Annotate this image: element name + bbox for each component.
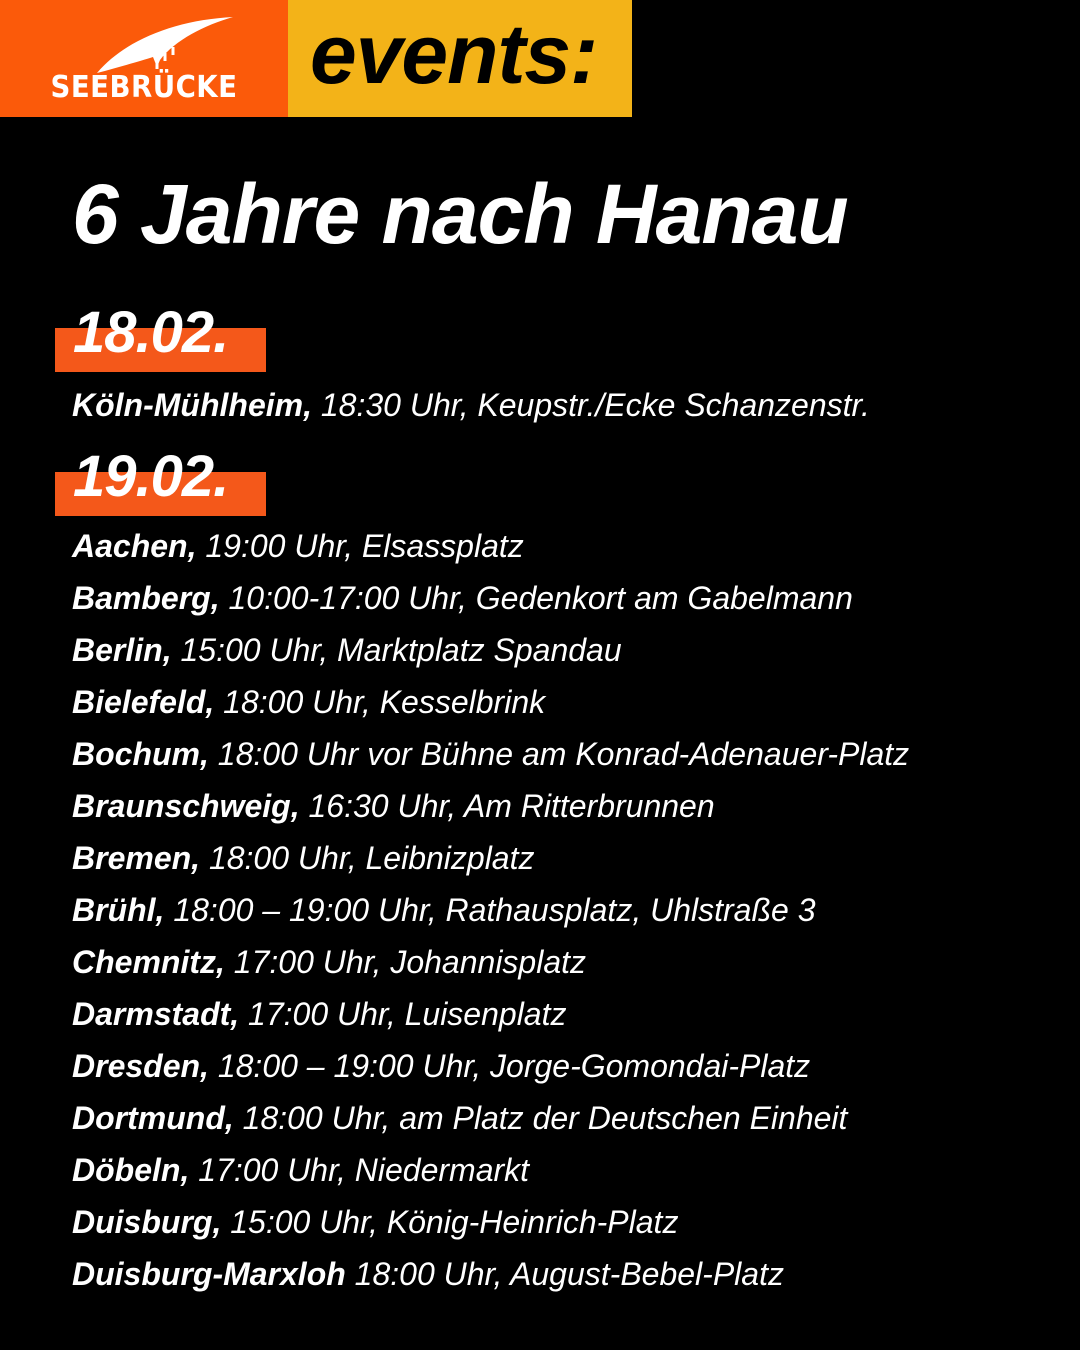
- date-badge-bar: [55, 472, 266, 516]
- event-details: 18:00 Uhr, Kesselbrink: [223, 684, 546, 720]
- event-city: Dortmund,: [72, 1100, 234, 1136]
- event-city: Duisburg,: [72, 1204, 222, 1240]
- event-city: Duisburg-Marxloh: [72, 1256, 346, 1292]
- event-line: Dresden, 18:00 – 19:00 Uhr, Jorge-Gomond…: [72, 1050, 810, 1082]
- event-details: 18:00 – 19:00 Uhr, Jorge-Gomondai-Platz: [217, 1048, 811, 1084]
- event-line: Bochum, 18:00 Uhr vor Bühne am Konrad-Ad…: [72, 738, 909, 770]
- date-badge-bar: [55, 328, 266, 372]
- event-details: 15:00 Uhr, König-Heinrich-Platz: [230, 1204, 679, 1240]
- event-details: 18:00 Uhr vor Bühne am Konrad-Adenauer-P…: [217, 736, 910, 772]
- event-details: 15:00 Uhr, Marktplatz Spandau: [180, 632, 622, 668]
- events-banner: events:: [288, 0, 632, 117]
- event-city: Dresden,: [72, 1048, 209, 1084]
- event-details: 18:00 Uhr, am Platz der Deutschen Einhei…: [242, 1100, 848, 1136]
- event-city: Braunschweig,: [72, 788, 300, 824]
- event-details: 17:00 Uhr, Johannisplatz: [233, 944, 587, 980]
- event-line: Braunschweig, 16:30 Uhr, Am Ritterbrunne…: [72, 790, 715, 822]
- event-city: Bremen,: [72, 840, 201, 876]
- date-label: 19.02.: [73, 444, 229, 509]
- event-details: 18:00 Uhr, August-Bebel-Platz: [354, 1256, 784, 1292]
- event-line: Bremen, 18:00 Uhr, Leibnizplatz: [72, 842, 534, 874]
- event-line: Berlin, 15:00 Uhr, Marktplatz Spandau: [72, 634, 622, 666]
- event-city: Berlin,: [72, 632, 172, 668]
- event-city: Chemnitz,: [72, 944, 225, 980]
- page-title: 6 Jahre nach Hanau: [72, 167, 849, 261]
- event-line: Brühl, 18:00 – 19:00 Uhr, Rathausplatz, …: [72, 894, 815, 926]
- date-badge: 19.02.: [55, 448, 266, 516]
- event-city: Aachen,: [72, 528, 197, 564]
- event-details: 17:00 Uhr, Niedermarkt: [198, 1152, 530, 1188]
- event-city: Brühl,: [72, 892, 165, 928]
- event-city: Döbeln,: [72, 1152, 190, 1188]
- event-line: Döbeln, 17:00 Uhr, Niedermarkt: [72, 1154, 529, 1186]
- event-line: Köln-Mühlheim, 18:30 Uhr, Keupstr./Ecke …: [72, 389, 870, 421]
- event-line: Duisburg-Marxloh 18:00 Uhr, August-Bebel…: [72, 1258, 784, 1290]
- date-label: 18.02.: [73, 300, 229, 365]
- event-details: 16:30 Uhr, Am Ritterbrunnen: [308, 788, 715, 824]
- event-city: Köln-Mühlheim,: [72, 387, 312, 423]
- event-line: Aachen, 19:00 Uhr, Elsassplatz: [72, 530, 524, 562]
- bridge-icon: [97, 17, 233, 73]
- event-details: 18:00 Uhr, Leibnizplatz: [208, 840, 535, 876]
- event-line: Darmstadt, 17:00 Uhr, Luisenplatz: [72, 998, 566, 1030]
- event-line: Bamberg, 10:00-17:00 Uhr, Gedenkort am G…: [72, 582, 853, 614]
- event-details: 19:00 Uhr, Elsassplatz: [205, 528, 524, 564]
- event-line: Duisburg, 15:00 Uhr, König-Heinrich-Plat…: [72, 1206, 678, 1238]
- event-details: 10:00-17:00 Uhr, Gedenkort am Gabelmann: [228, 580, 853, 616]
- event-city: Bielefeld,: [72, 684, 215, 720]
- event-line: Chemnitz, 17:00 Uhr, Johannisplatz: [72, 946, 586, 978]
- logo-text: SEEBRÜCKE: [50, 70, 238, 105]
- events-label: events:: [310, 7, 598, 101]
- event-city: Bamberg,: [72, 580, 220, 616]
- event-city: Bochum,: [72, 736, 209, 772]
- date-badge: 18.02.: [55, 304, 266, 372]
- event-city: Darmstadt,: [72, 996, 240, 1032]
- event-details: 17:00 Uhr, Luisenplatz: [248, 996, 567, 1032]
- event-details: 18:30 Uhr, Keupstr./Ecke Schanzenstr.: [320, 387, 870, 423]
- event-details: 18:00 – 19:00 Uhr, Rathausplatz, Uhlstra…: [173, 892, 816, 928]
- event-line: Dortmund, 18:00 Uhr, am Platz der Deutsc…: [72, 1102, 847, 1134]
- seebruecke-logo: SEEBRÜCKE: [0, 0, 288, 117]
- event-line: Bielefeld, 18:00 Uhr, Kesselbrink: [72, 686, 545, 718]
